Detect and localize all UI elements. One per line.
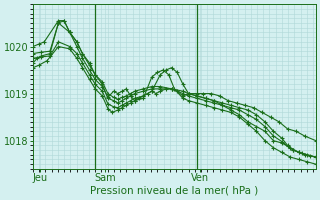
X-axis label: Pression niveau de la mer( hPa ): Pression niveau de la mer( hPa ) bbox=[90, 186, 259, 196]
